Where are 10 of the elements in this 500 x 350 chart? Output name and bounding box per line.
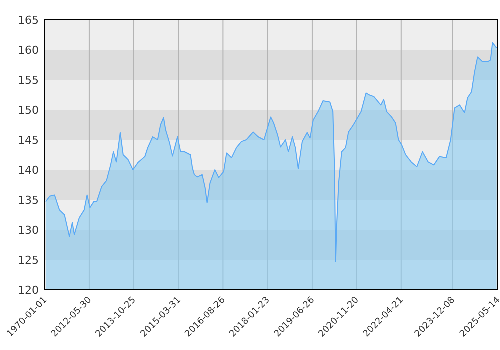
- y-tick-label: 130: [18, 224, 39, 237]
- y-tick-label: 165: [18, 14, 39, 27]
- y-tick-label: 155: [18, 74, 39, 87]
- y-tick-label: 125: [18, 254, 39, 267]
- y-tick-label: 150: [18, 104, 39, 117]
- y-tick-label: 135: [18, 194, 39, 207]
- y-tick-label: 145: [18, 134, 39, 147]
- y-tick-label: 160: [18, 44, 39, 57]
- y-tick-label: 140: [18, 164, 39, 177]
- y-tick-label: 120: [18, 284, 39, 297]
